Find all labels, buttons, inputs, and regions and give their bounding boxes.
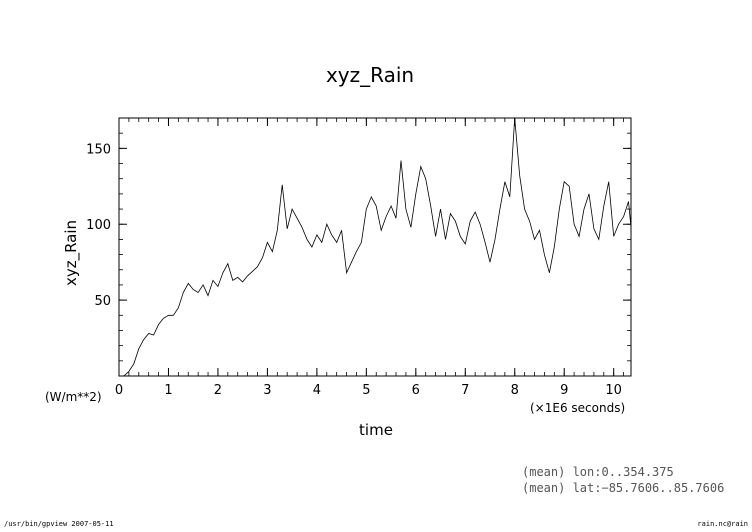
x-tick-label: 9 — [560, 383, 568, 398]
x-tick-label: 1 — [164, 383, 172, 398]
x-tick-label: 5 — [362, 383, 370, 398]
footer-left: /usr/bin/gpview 2007-05-11 — [4, 520, 114, 528]
x-tick-label: 4 — [313, 383, 321, 398]
y-tick-label: 150 — [86, 142, 111, 157]
y-tick-labels: 50 100 150 — [86, 142, 111, 309]
x-units-label: (×1E6 seconds) — [530, 401, 625, 415]
x-axis-label: time — [359, 421, 393, 439]
y-tick-label: 50 — [94, 294, 111, 309]
x-tick-label: 3 — [263, 383, 271, 398]
x-tick-label: 6 — [412, 383, 420, 398]
x-tick-label: 7 — [461, 383, 469, 398]
mean-lon-note: (mean) lon:0..354.375 — [522, 465, 674, 479]
y-axis-label: xyz_Rain — [62, 220, 81, 286]
plot-frame — [118, 117, 632, 377]
series-line-xyz-rain — [119, 117, 632, 377]
x-tick-label: 0 — [115, 383, 123, 398]
x-tick-labels: 0 1 2 3 4 5 6 7 8 9 10 — [115, 383, 622, 398]
y-units-label: (W/m**2) — [45, 390, 102, 404]
x-tick-label: 10 — [605, 383, 622, 398]
x-tick-label: 2 — [214, 383, 222, 398]
footer-right: rain.nc@rain — [697, 520, 748, 528]
chart-title: xyz_Rain — [326, 63, 414, 87]
x-tick-label: 8 — [511, 383, 519, 398]
mean-lat-note: (mean) lat:−85.7606..85.7606 — [522, 481, 725, 495]
y-tick-label: 100 — [86, 218, 111, 233]
